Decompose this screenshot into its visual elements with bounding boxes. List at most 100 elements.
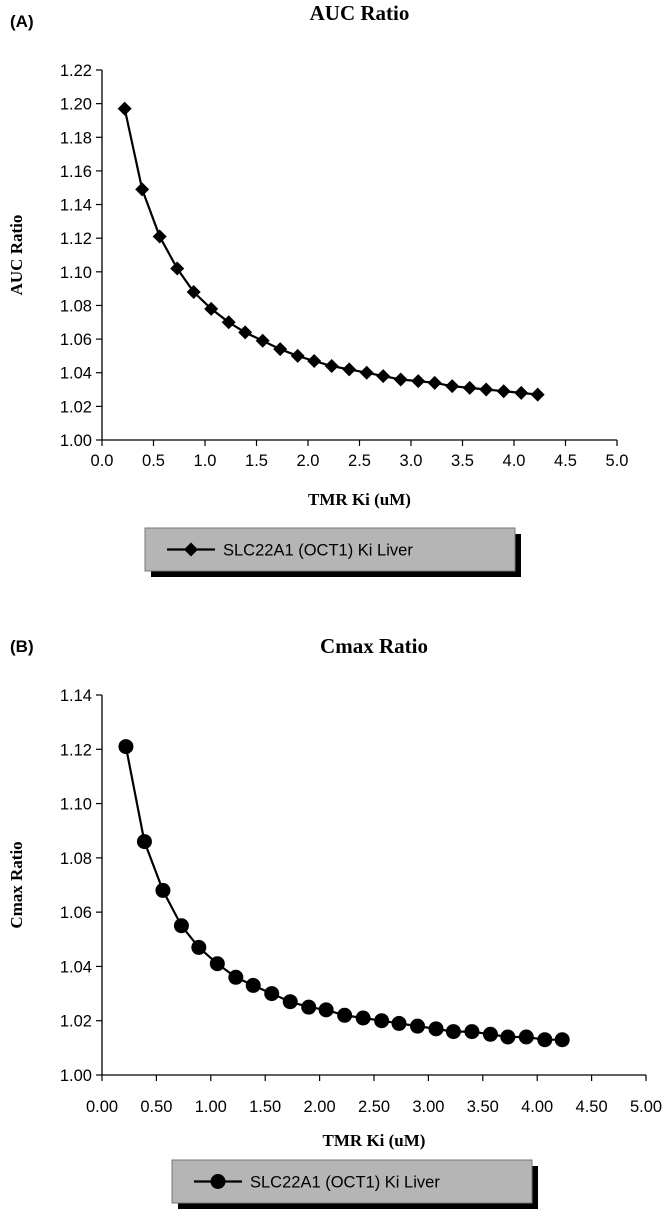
panel-label: (A) [10,12,34,31]
data-point [500,1029,516,1045]
chart-panel-a: (A) AUC Ratio 1.00 1.02 1.04 1.06 1.08 1.10 1.12… [7,1,628,577]
legend-entry-label: SLC22A1 (OCT1) Ki Liver [223,542,413,560]
data-point [554,1032,570,1048]
data-point [374,1013,390,1029]
legend: SLC22A1 (OCT1) Ki Liver [144,527,521,577]
data-point [428,1021,444,1037]
x-tick-label: 3.50 [467,1098,499,1116]
series-line [123,108,538,396]
data-point [273,342,288,357]
data-point [221,315,236,330]
y-tick-label: 1.04 [60,365,92,383]
data-point [482,1026,498,1042]
data-point [318,1002,334,1018]
x-tick-label: 4.5 [554,452,577,470]
data-point [359,365,374,380]
y-tick-label: 1.06 [60,904,92,922]
x-tick-label: 0.50 [140,1098,172,1116]
y-tick-label: 1.14 [60,197,92,215]
data-point [155,882,171,898]
y-tick-label: 1.00 [60,432,92,450]
y-tick-label: 1.02 [60,1013,92,1031]
series-line [124,746,563,1041]
panel-label: (B) [10,637,34,656]
chart-title: Cmax Ratio [320,634,428,658]
data-point [342,362,357,377]
data-point [209,956,225,972]
x-tick-label: 3.00 [412,1098,444,1116]
y-tick-label: 1.10 [60,264,92,282]
data-point [324,359,339,373]
x-tick-label: 3.5 [451,452,474,470]
data-point [445,379,460,394]
chart-title: AUC Ratio [310,1,410,25]
x-tick-label: 3.0 [400,452,423,470]
data-point [245,977,261,993]
data-point [204,301,219,316]
x-tick-label: 2.50 [358,1098,390,1116]
y-tick-label: 1.00 [60,1067,92,1085]
data-point [238,325,253,340]
legend-marker [210,1174,226,1189]
y-tick-label: 1.20 [60,96,92,114]
x-tick-label: 1.0 [194,452,217,470]
y-tick-label: 1.22 [60,62,92,80]
data-point [170,261,185,276]
x-tick-label: 5.00 [630,1098,662,1116]
data-point [411,374,426,389]
data-point [228,969,244,985]
data-point [479,382,494,397]
data-point [152,229,167,244]
x-tick-label: 2.5 [348,452,371,470]
x-tick-label: 0.00 [86,1098,118,1116]
x-tick-label: 2.0 [297,452,320,470]
data-point [136,834,152,850]
data-point [282,994,298,1010]
data-point [255,333,270,348]
data-point [337,1007,353,1023]
data-point [135,182,150,197]
data-point [462,380,477,395]
data-point [376,369,391,384]
y-tick-label: 1.14 [60,687,92,705]
x-tick-label: 0.5 [142,452,165,470]
x-tick-label: 4.50 [576,1098,608,1116]
y-tick-label: 1.06 [60,331,92,349]
legend: SLC22A1 (OCT1) Ki Liver [171,1159,538,1209]
y-tick-label: 1.02 [60,398,92,416]
data-point [186,285,201,299]
y-tick-label: 1.16 [60,163,92,181]
x-axis-label: TMR Ki (uM) [323,1131,426,1150]
x-tick-label: 1.5 [245,452,268,470]
x-tick-label: 0.0 [91,452,114,470]
data-point [427,375,442,390]
data-point [518,1029,534,1045]
data-point [464,1024,480,1040]
x-tick-label: 2.00 [304,1098,336,1116]
data-point [117,101,132,116]
y-tick-label: 1.10 [60,796,92,814]
chart-panel-b: (B) Cmax Ratio 1.00 1.02 1.04 1.06 1.08 1.10 1.1… [7,634,662,1209]
y-tick-label: 1.04 [60,958,92,976]
x-tick-label: 1.50 [249,1098,281,1116]
y-axis-label: Cmax Ratio [7,841,26,928]
data-point [537,1032,553,1048]
data-point [264,986,280,1002]
y-tick-label: 1.12 [60,741,92,759]
x-tick-label: 1.00 [195,1098,227,1116]
x-axis-label: TMR Ki (uM) [308,490,411,509]
data-point [530,387,545,402]
data-point [290,348,305,363]
y-tick-label: 1.08 [60,850,92,868]
data-point [307,353,322,368]
y-tick-label: 1.08 [60,297,92,315]
x-tick-label: 4.0 [503,452,526,470]
data-point [191,939,207,955]
data-point [355,1010,371,1026]
data-point [301,999,317,1015]
data-point [445,1024,461,1040]
legend-entry-label: SLC22A1 (OCT1) Ki Liver [250,1174,440,1192]
y-tick-label: 1.12 [60,230,92,248]
legend-marker [184,542,198,557]
data-point [393,372,408,387]
